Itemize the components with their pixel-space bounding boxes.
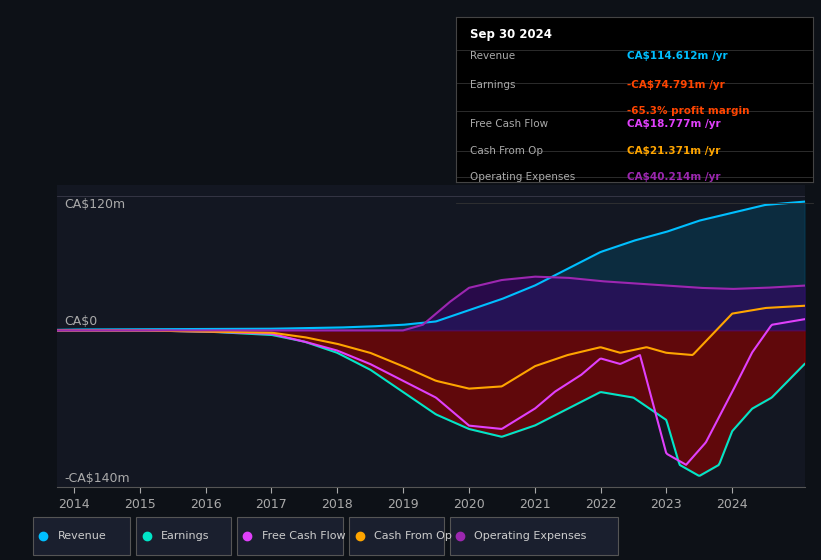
Text: CA$120m: CA$120m [64,198,125,211]
Text: Earnings: Earnings [161,531,209,541]
Text: Operating Expenses: Operating Expenses [475,531,587,541]
Text: Free Cash Flow: Free Cash Flow [470,119,548,129]
Text: Cash From Op: Cash From Op [374,531,452,541]
Text: Revenue: Revenue [470,52,515,62]
Text: CA$114.612m /yr: CA$114.612m /yr [627,52,727,62]
Text: Operating Expenses: Operating Expenses [470,172,576,182]
Text: Cash From Op: Cash From Op [470,146,543,156]
Text: Revenue: Revenue [57,531,107,541]
Text: Sep 30 2024: Sep 30 2024 [470,29,552,41]
Text: Earnings: Earnings [470,80,516,90]
FancyBboxPatch shape [450,517,618,555]
Text: CA$0: CA$0 [64,315,98,328]
Text: Free Cash Flow: Free Cash Flow [262,531,345,541]
Text: -CA$74.791m /yr: -CA$74.791m /yr [627,80,725,90]
FancyBboxPatch shape [349,517,443,555]
Text: CA$40.214m /yr: CA$40.214m /yr [627,172,721,182]
Text: CA$18.777m /yr: CA$18.777m /yr [627,119,721,129]
FancyBboxPatch shape [136,517,231,555]
Text: -65.3% profit margin: -65.3% profit margin [627,106,750,116]
FancyBboxPatch shape [33,517,131,555]
Text: CA$21.371m /yr: CA$21.371m /yr [627,146,721,156]
Text: -CA$140m: -CA$140m [64,472,130,485]
FancyBboxPatch shape [236,517,343,555]
